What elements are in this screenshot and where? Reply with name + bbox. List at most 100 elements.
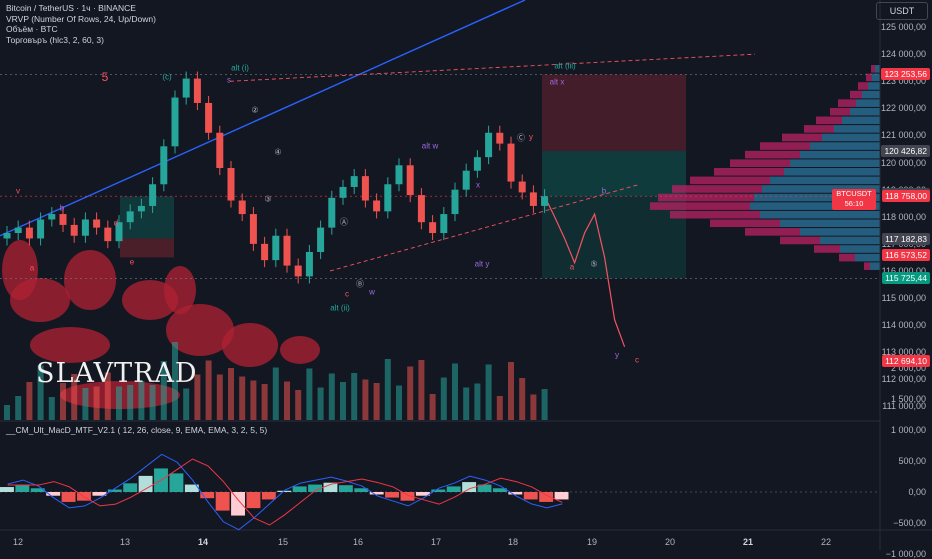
wave-label: ② [251,105,259,115]
candle [238,200,246,215]
slavtrad-logo: SLAVTRAD [36,358,198,389]
profile-bar-up [842,116,880,125]
candle [126,211,134,223]
wave-label: Ⓒ [517,133,525,143]
macd-bar [523,492,538,500]
volume-bar [48,397,55,420]
profile-bar-down [866,73,872,82]
wave-label: ④ [274,147,282,157]
logo-ornament [164,266,196,314]
logo-ornament [280,336,320,364]
wave-label: v [16,186,20,196]
volume-bar [384,359,391,420]
wave-label: Ⓐ [340,217,348,227]
profile-bar-up [850,107,880,116]
profile-bar-down [830,107,850,116]
candle [395,165,403,185]
wave-label: ⑤ [590,259,598,269]
candle [59,214,67,225]
volume-bar [351,373,358,420]
volume-bar [216,374,223,420]
candle [272,235,280,261]
candle [171,97,179,147]
macd-bar [338,485,353,492]
macd-signal-line [7,458,563,526]
wave-label: alt x [549,77,565,87]
legend-vrvp[interactable]: VRVP (Number Of Rows, 24, Up/Down) [6,13,156,24]
price-tick: 111 000,00 [882,401,926,412]
macd-bar [277,490,292,492]
profile-bar-up [790,159,880,167]
volume-bar [418,360,425,420]
macd-bar [246,492,261,509]
profile-bar-up [820,236,880,245]
profile-bar-down [804,125,834,133]
macd-bar [46,492,61,496]
macd-bar [215,492,230,511]
candle [451,189,459,215]
candle [249,214,257,244]
candle [485,132,493,158]
macd-tick: 1 500,00 [890,394,926,404]
macd-bar [123,483,138,492]
candle [182,78,190,98]
wave-label: Ⓑ [356,279,364,289]
price-tick: 123 000,00 [880,76,926,87]
wave-label: c [635,355,639,365]
volume-bar [317,387,324,420]
time-tick: 12 [12,537,24,547]
macd-bar [477,484,492,492]
profile-bar-up [840,245,880,253]
chart-legend: Bitcoin / TetherUS · 1ч · BINANCE VRVP (… [6,3,156,45]
candle [406,165,414,196]
time-tick: 15 [277,537,289,547]
wave-label: s [227,75,231,85]
candle [283,235,291,266]
volume-bar [183,388,190,420]
profile-bar-up [760,210,880,219]
volume-bar [4,405,10,420]
profile-bar-down [816,116,842,125]
wave-label: a [29,263,35,273]
macd-legend[interactable]: __CM_Ult_MacD_MTF_V2.1 ( 12, 26, close, … [6,425,268,435]
price-badge: 118 758,00 [882,190,930,203]
profile-bar-up [762,185,880,193]
box-red [120,238,174,258]
stop-zone [542,74,686,152]
volume-bar [116,386,122,420]
legend-ribbon[interactable]: Торговъръ (hlc3, 2, 60, 3) [6,34,104,45]
legend-volume[interactable]: Объём · BTC [6,24,58,35]
wave-label: b [601,186,607,196]
profile-bar-down [839,253,855,262]
candle [507,143,515,182]
macd-bar [138,475,153,492]
wave-label: alt (ii) [330,303,350,313]
profile-bar-up [770,176,880,185]
profile-bar-down [670,210,760,219]
macd-bar [15,484,30,492]
candle [429,222,437,234]
candle [305,252,313,277]
time-tick: 18 [507,537,519,547]
candle [37,219,45,239]
profile-bar-up [856,99,880,107]
macd-bar [292,486,307,492]
time-tick: 20 [664,537,676,547]
macd-bar [446,486,461,492]
profile-bar-up [855,253,880,262]
macd-bar [0,487,14,492]
volume-bar [239,376,246,420]
candle [25,227,33,239]
volume-bar [452,363,458,420]
volume-bar [519,378,526,420]
price-axis[interactable]: 125 000,00 124 000,00 123 000,00 122 000,00… [880,0,932,559]
wave-label: y [615,350,619,360]
macd-bar [184,484,199,492]
volume-bar [261,384,268,420]
macd-bar [415,492,430,496]
currency-button[interactable]: USDT [876,2,928,20]
candle [104,227,112,242]
legend-symbol[interactable]: Bitcoin / TetherUS · 1ч · BINANCE [6,3,136,13]
macd-bar [323,482,338,492]
